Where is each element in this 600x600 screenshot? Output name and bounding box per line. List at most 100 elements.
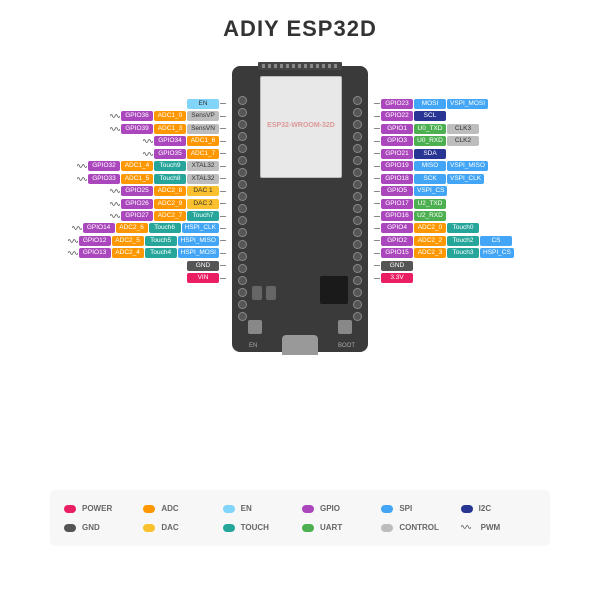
pin-hole: [238, 192, 247, 201]
legend-label: GPIO: [320, 504, 340, 513]
legend-swatch: [223, 505, 235, 513]
pin-tag: GPIO39: [121, 124, 153, 134]
pin-hole: [238, 228, 247, 237]
pin-tag: CS: [480, 236, 512, 246]
pin-tag: MOSI: [414, 99, 446, 109]
pin-hole: [238, 276, 247, 285]
pin-tag: GPIO2: [381, 236, 413, 246]
pin-tag: Touch7: [187, 211, 219, 221]
board-pins-right: [353, 96, 362, 321]
pin-tag: GPIO15: [381, 248, 413, 258]
pin-hole: [353, 204, 362, 213]
pin-row: GPIO1U0_TXDCLK3: [374, 123, 479, 134]
pin-tag: ADC1_6: [187, 136, 219, 146]
boot-button-label: BOOT: [338, 343, 355, 349]
pin-row: GND: [374, 260, 413, 271]
pwm-icon: [110, 201, 120, 207]
board-pins-left: [238, 96, 247, 321]
pin-hole: [238, 132, 247, 141]
pwm-icon: [77, 163, 87, 169]
pin-tag: U2_RXD: [414, 211, 446, 221]
pin-tag: U0_TXD: [414, 124, 446, 134]
legend-swatch: [461, 505, 473, 513]
pin-tag: GPIO26: [121, 199, 153, 209]
pin-hole: [353, 144, 362, 153]
legend-label: POWER: [82, 504, 112, 513]
legend-item: POWER: [64, 504, 139, 513]
antenna-icon: [258, 62, 342, 70]
pin-row: GPIO16U2_RXD: [374, 210, 446, 221]
pin-tag: GPIO16: [381, 211, 413, 221]
pin-row: HSPI_CLKTouch6ADC2_6GPIO14: [72, 223, 226, 234]
pin-tag: HSPI_MISO: [178, 236, 219, 246]
legend-swatch: [143, 505, 155, 513]
pin-hole: [238, 312, 247, 321]
pin-hole: [353, 108, 362, 117]
pin-row: GPIO19MISOVSPI_MISO: [374, 160, 488, 171]
pin-hole: [238, 264, 247, 273]
pin-hole: [353, 228, 362, 237]
pwm-icon: [110, 213, 120, 219]
pin-labels-right: GPIO23MOSIVSPI_MOSIGPIO22SCLGPIO1U0_TXDC…: [374, 98, 514, 284]
pin-tag: ADC2_9: [154, 199, 186, 209]
pwm-icon: [68, 238, 78, 244]
legend-label: PWM: [481, 523, 501, 532]
pin-hole: [353, 180, 362, 189]
wroom-module: ESP32-WROOM-32D: [260, 76, 342, 178]
pwm-icon: [68, 250, 78, 256]
pin-hole: [353, 312, 362, 321]
pin-tag: XTAL32: [187, 174, 219, 184]
page-title: ADIY ESP32D: [0, 0, 600, 46]
pin-row: GPIO22SCL: [374, 110, 446, 121]
pin-hole: [238, 204, 247, 213]
pin-tag: HSPI_CS: [480, 248, 514, 258]
pin-tag: GPIO34: [154, 136, 186, 146]
pin-tag: GPIO32: [88, 161, 120, 171]
pin-tag: Touch8: [154, 174, 186, 184]
legend-item: I2C: [461, 504, 536, 513]
pin-hole: [238, 252, 247, 261]
pin-tag: Touch5: [145, 236, 177, 246]
pin-hole: [238, 240, 247, 249]
pin-hole: [353, 168, 362, 177]
en-button-label: EN: [249, 343, 257, 349]
pin-tag: ADC2_7: [154, 211, 186, 221]
pin-tag: GPIO36: [121, 111, 153, 121]
pin-row: VIN: [187, 273, 226, 284]
pin-row: GPIO17U2_TXD: [374, 198, 446, 209]
pin-hole: [353, 120, 362, 129]
legend-swatch: [381, 524, 393, 532]
pin-tag: ADC1_5: [121, 174, 153, 184]
boot-button-icon: [338, 320, 352, 334]
legend-item: GND: [64, 523, 139, 532]
pin-tag: VSPI_MISO: [447, 161, 488, 171]
pin-tag: GPIO3: [381, 136, 413, 146]
capacitors-icon: [252, 286, 276, 300]
pin-row: DAC 2ADC2_9GPIO26: [110, 198, 226, 209]
pin-hole: [238, 156, 247, 165]
pin-tag: GPIO23: [381, 99, 413, 109]
pin-tag: GPIO1: [381, 124, 413, 134]
usb-port-icon: [282, 335, 318, 355]
pin-row: SensVPADC1_0GPIO36: [110, 110, 226, 121]
pin-tag: ADC2_8: [154, 186, 186, 196]
legend-label: CONTROL: [399, 523, 439, 532]
legend-swatch: [381, 505, 393, 513]
pin-tag: GPIO14: [83, 223, 115, 233]
pin-tag: Touch0: [447, 223, 479, 233]
legend-item: PWM: [461, 523, 536, 532]
pin-tag: ADC2_4: [112, 248, 144, 258]
legend-label: UART: [320, 523, 342, 532]
pin-tag: GND: [187, 261, 219, 271]
legend-label: TOUCH: [241, 523, 269, 532]
legend-item: GPIO: [302, 504, 377, 513]
pin-tag: SDA: [414, 149, 446, 159]
color-legend: POWERADCENGPIOSPII2CGNDDACTOUCHUARTCONTR…: [50, 490, 550, 546]
legend-swatch: [302, 505, 314, 513]
pin-row: 3.3V: [374, 273, 413, 284]
pin-tag: Touch4: [145, 248, 177, 258]
pin-hole: [353, 96, 362, 105]
pin-row: HSPI_MISOTouch5ADC2_5GPIO12: [68, 235, 226, 246]
pin-row: Touch7ADC2_7GPIO27: [110, 210, 226, 221]
pin-tag: U2_TXD: [414, 199, 446, 209]
